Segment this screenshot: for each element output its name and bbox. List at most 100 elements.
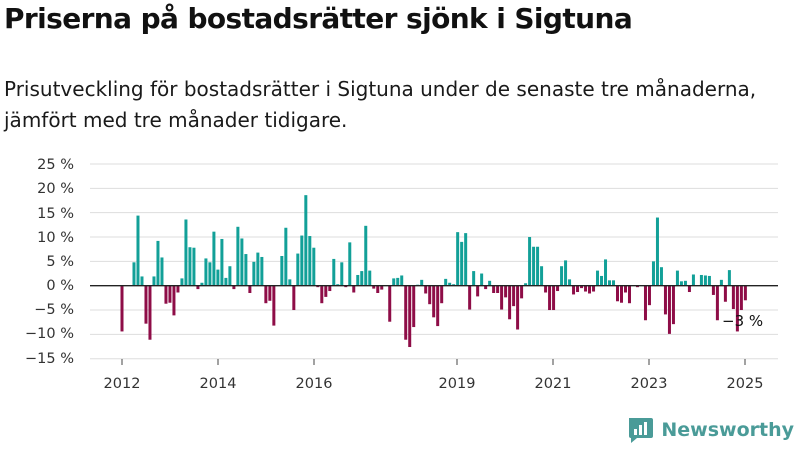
- bar: [580, 285, 584, 289]
- bar: [691, 274, 695, 286]
- bar: [160, 257, 164, 286]
- bar: [464, 233, 468, 286]
- bar: [216, 269, 220, 286]
- bar: [727, 270, 731, 286]
- bar: [488, 280, 492, 286]
- bar: [616, 285, 619, 302]
- bar: [424, 285, 428, 294]
- bar: [484, 285, 488, 290]
- bar: [240, 238, 244, 286]
- bar: [520, 285, 524, 299]
- bar: [576, 285, 580, 293]
- y-tick-label: 10 %: [37, 230, 74, 246]
- y-tick-label: −10 %: [25, 326, 74, 342]
- bar: [735, 285, 739, 332]
- bar: [252, 261, 256, 286]
- bar: [376, 285, 380, 293]
- bar: [148, 285, 152, 340]
- bar: [516, 285, 520, 330]
- bar: [635, 285, 639, 288]
- bar: [715, 285, 719, 321]
- bar: [340, 262, 344, 286]
- bar: [620, 285, 623, 303]
- bar: [368, 270, 372, 286]
- bar: [200, 282, 204, 286]
- bar: [687, 285, 691, 293]
- bar: [655, 217, 659, 286]
- bar-chart: 25 % 20 % 15 % 10 % 5 % 0 % −5 % −10 % −…: [25, 157, 778, 392]
- x-tick-label: 2012: [104, 376, 141, 392]
- bar: [192, 247, 196, 286]
- bar: [532, 246, 536, 286]
- bar: [264, 285, 268, 304]
- bar: [508, 285, 512, 320]
- bar: [292, 285, 296, 311]
- bar: [647, 285, 651, 306]
- bar: [703, 275, 707, 286]
- bar: [512, 285, 516, 307]
- bar: [356, 274, 360, 286]
- bar: [300, 235, 304, 286]
- bars: [120, 195, 747, 348]
- bar: [324, 285, 328, 297]
- bar: [364, 225, 368, 286]
- bar: [172, 285, 176, 316]
- y-tick-label: 25 %: [37, 157, 74, 173]
- newsworthy-logo-icon: [629, 418, 654, 443]
- bar: [428, 285, 432, 305]
- bar: [643, 285, 647, 321]
- bar: [284, 227, 288, 286]
- bar: [396, 277, 400, 286]
- bar: [624, 285, 627, 293]
- bar: [544, 285, 548, 293]
- bar: [272, 285, 276, 326]
- y-tick-label: 0 %: [46, 278, 74, 294]
- x-axis: 2012 2014 2016 2019 2021 2023 2025: [104, 359, 764, 392]
- bar: [496, 285, 500, 293]
- bar: [344, 285, 348, 288]
- bar: [536, 246, 540, 286]
- bar: [152, 276, 156, 286]
- bar: [448, 282, 452, 286]
- bar: [248, 285, 252, 293]
- bar: [552, 285, 556, 311]
- bar: [244, 254, 248, 286]
- bar: [723, 285, 727, 302]
- bar: [268, 285, 272, 301]
- bar: [296, 253, 300, 286]
- bar: [312, 247, 316, 286]
- chart-subtitle: Prisutveckling för bostadsrätter i Sigtu…: [4, 77, 757, 132]
- newsworthy-logo: Newsworthy: [627, 416, 794, 444]
- bar: [412, 285, 416, 328]
- bar: [699, 274, 703, 286]
- bar: [140, 276, 144, 286]
- bar: [528, 237, 532, 286]
- bar: [212, 231, 216, 286]
- bar: [612, 280, 616, 286]
- bar: [348, 242, 352, 286]
- x-tick-label: 2025: [727, 376, 764, 392]
- bar: [228, 266, 232, 286]
- bar: [380, 285, 384, 290]
- bar: [564, 260, 568, 286]
- bar: [568, 279, 572, 286]
- bar: [180, 278, 184, 286]
- bar: [256, 252, 260, 286]
- bar: [164, 285, 168, 304]
- bar: [444, 278, 448, 286]
- bar: [476, 285, 480, 297]
- bar: [592, 285, 596, 292]
- bar: [524, 283, 528, 286]
- bar: [392, 278, 396, 286]
- bar: [280, 256, 284, 286]
- x-tick-label: 2014: [200, 376, 237, 392]
- bar: [651, 261, 655, 286]
- bar: [136, 215, 140, 286]
- bar: [156, 240, 160, 286]
- bar: [404, 285, 408, 340]
- bar: [184, 219, 188, 286]
- bar: [144, 285, 148, 324]
- bar: [168, 285, 172, 303]
- bar: [600, 275, 604, 286]
- bar: [556, 285, 560, 292]
